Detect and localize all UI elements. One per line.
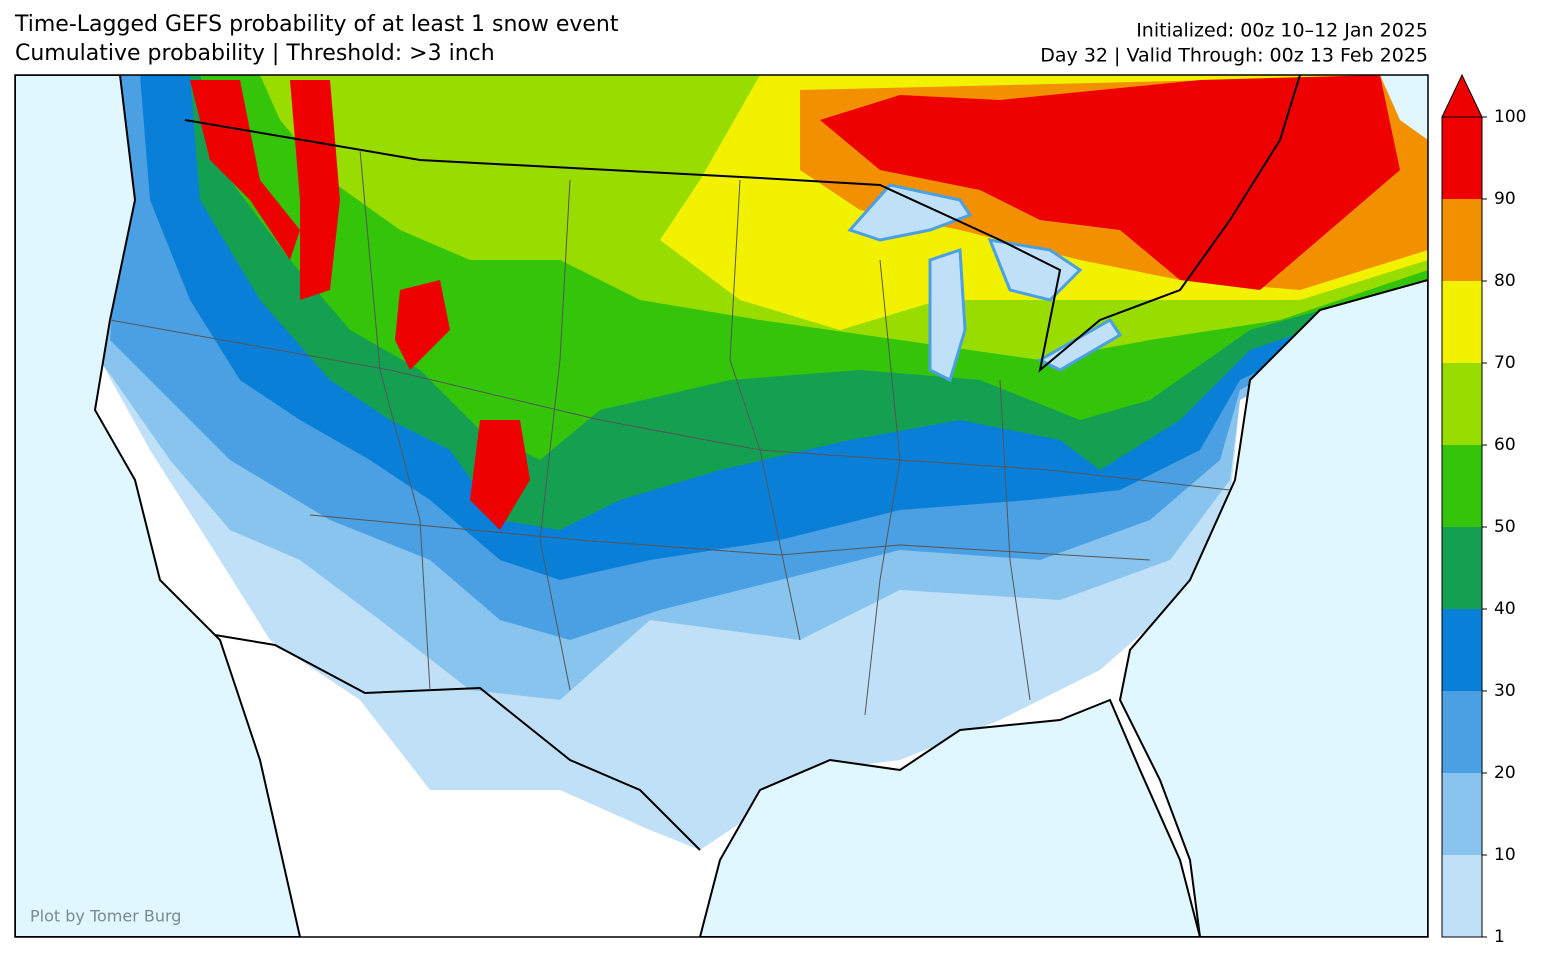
colorbar-tick-label: 60	[1494, 435, 1516, 455]
colorbar-tick-label: 40	[1494, 599, 1516, 619]
colorbar-tick-label: 100	[1494, 107, 1526, 127]
shade-90-wy	[395, 280, 450, 370]
lake-erie	[1036, 318, 1123, 372]
colorbar-band	[1442, 855, 1482, 937]
colorbar-band	[1442, 117, 1482, 199]
colorbar-band	[1442, 445, 1482, 527]
arctic-corner	[1380, 75, 1428, 140]
gulf	[698, 698, 1202, 937]
init-time: Initialized: 00z 10–12 Jan 2025	[1136, 20, 1428, 42]
colorbar-band	[1442, 199, 1482, 281]
title: Time-Lagged GEFS probability of at least…	[14, 12, 619, 37]
colorbar-tick-label: 90	[1494, 189, 1516, 209]
colorbar-band	[1442, 363, 1482, 445]
colorbar-tick-label: 1	[1494, 927, 1505, 947]
colorbar-tick-label: 20	[1494, 763, 1516, 783]
colorbar-tick-label: 50	[1494, 517, 1516, 537]
canada-border	[184, 75, 1301, 373]
pacific	[15, 75, 302, 937]
colorbar-tick-label: 70	[1494, 353, 1516, 373]
colorbar-band	[1442, 773, 1482, 855]
colorbar-band	[1442, 527, 1482, 609]
shade-90	[820, 75, 1400, 290]
state-lines	[109, 149, 1231, 716]
shade-90-rockies	[290, 80, 340, 300]
map-frame	[14, 74, 1429, 938]
colorbar-extend	[1441, 73, 1483, 118]
map	[15, 75, 1428, 937]
colorbar-tick-label: 10	[1494, 845, 1516, 865]
credit: Plot by Tomer Burg	[30, 907, 181, 926]
colorbar-tick-label: 30	[1494, 681, 1516, 701]
colorbar-tick-label: 80	[1494, 271, 1516, 291]
subtitle: Cumulative probability | Threshold: >3 i…	[15, 41, 495, 66]
lake-superior	[847, 183, 973, 242]
atlantic	[1118, 278, 1428, 937]
valid-time: Day 32 | Valid Through: 00z 13 Feb 2025	[1040, 45, 1428, 67]
lake-michigan	[928, 247, 967, 383]
colorbar: 1 10 20 30 40 50 60 70 80 90 100	[1441, 73, 1526, 947]
shade-90-co	[470, 420, 530, 530]
colorbar-band	[1442, 281, 1482, 363]
mexico-border	[214, 634, 701, 851]
colorbar-band	[1442, 691, 1482, 773]
colorbar-band	[1442, 609, 1482, 691]
